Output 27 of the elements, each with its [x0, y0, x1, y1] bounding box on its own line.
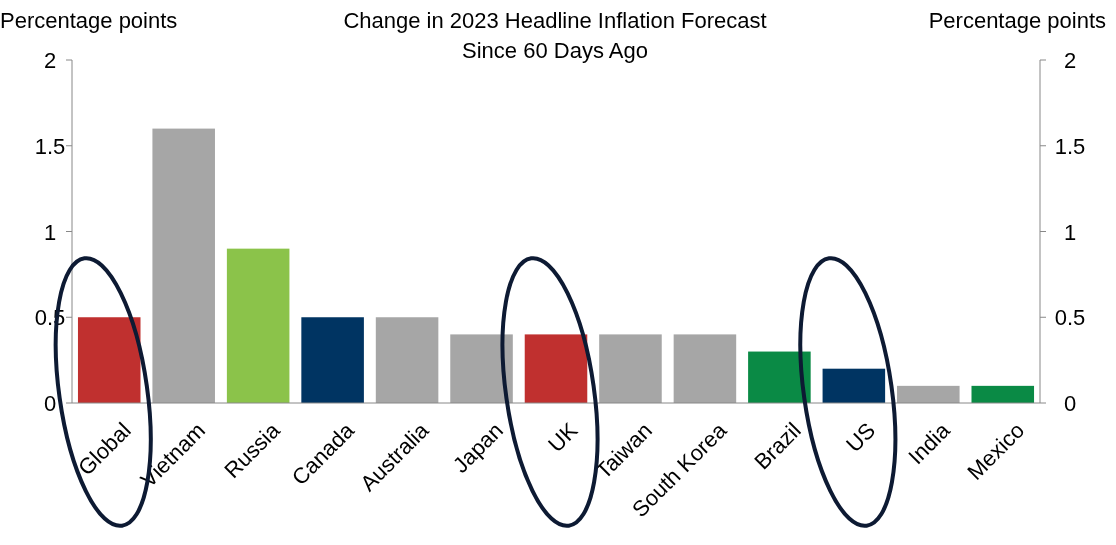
bar — [673, 334, 737, 403]
chart-subtitle: Since 60 Days Ago — [462, 38, 648, 63]
bar — [226, 248, 290, 403]
y-tick-label: 0 — [43, 391, 57, 416]
bar — [450, 334, 513, 403]
y-axis-title: Percentage points — [0, 8, 178, 33]
y2-tick-label: 0.5 — [1054, 305, 1086, 331]
y2-axis-title: Percentage points — [928, 8, 1106, 33]
bar — [524, 334, 588, 403]
y-tick-label: 1 — [43, 219, 57, 245]
bar — [748, 351, 811, 403]
bar — [822, 368, 886, 403]
bar — [77, 317, 141, 403]
y2-tick-label: 1.5 — [1054, 133, 1086, 159]
bar — [599, 334, 662, 403]
y-tick-label: 1.5 — [34, 133, 66, 159]
bar — [971, 385, 1035, 403]
x-tick-label: UK — [543, 417, 583, 458]
y2-tick-label: 2 — [1063, 48, 1077, 73]
y2-tick-label: 0 — [1063, 391, 1077, 416]
bar — [897, 385, 960, 403]
chart-title: Change in 2023 Headline Inflation Forecast — [343, 8, 767, 33]
y2-tick-label: 1 — [1063, 219, 1077, 245]
bar — [375, 317, 439, 403]
y-tick-label: 2 — [43, 48, 57, 73]
bar — [301, 317, 364, 403]
x-tick-label: US — [840, 417, 881, 458]
